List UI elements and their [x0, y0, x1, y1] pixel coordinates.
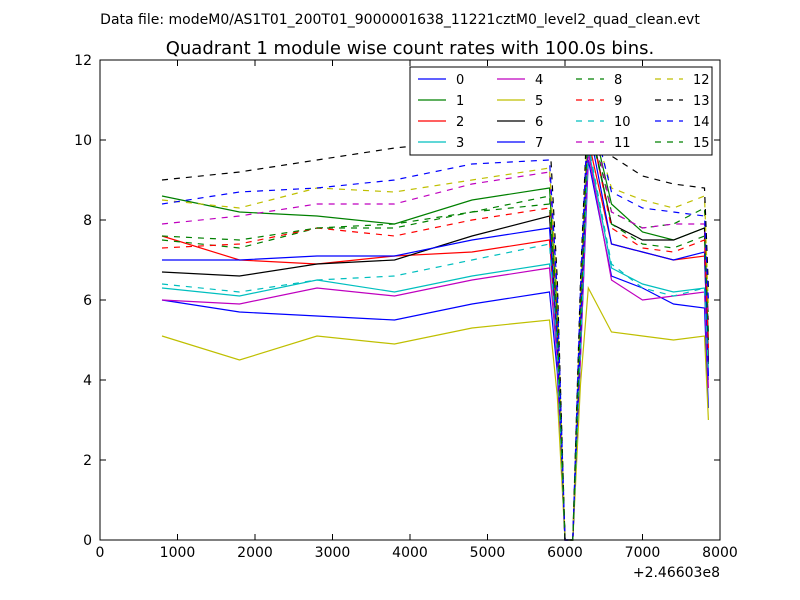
series-line-2 [161, 139, 709, 541]
series-layer [161, 87, 709, 541]
series-line-6 [161, 115, 709, 541]
y-tick-label: 2 [83, 453, 92, 469]
y-tick-label: 4 [83, 373, 92, 389]
x-tick-label: 8000 [702, 545, 738, 561]
x-tick-label: 5000 [470, 545, 506, 561]
series-line-3 [161, 147, 709, 541]
legend-label-6: 6 [535, 115, 543, 130]
legend-label-15: 15 [693, 136, 710, 151]
series-line-8 [161, 111, 709, 541]
chart-title: Quadrant 1 module wise count rates with … [166, 38, 655, 59]
x-tick-label: 7000 [625, 545, 661, 561]
axes-layer: 0 1000 2000 3000 4000 5000 6000 7000 80000246810… [74, 53, 738, 561]
y-tick-label: 0 [83, 533, 92, 549]
x-tick-label: 1000 [160, 545, 196, 561]
x-tick-label: 3000 [315, 545, 351, 561]
y-tick-label: 12 [74, 53, 92, 69]
legend-label-2: 2 [456, 115, 464, 130]
x-tick-label: 0 [96, 545, 105, 561]
legend-box [409, 66, 713, 156]
legend-label-4: 4 [535, 73, 543, 88]
series-line-12 [161, 107, 709, 541]
series-line-11 [161, 99, 709, 541]
series-line-14 [161, 99, 709, 541]
legend-label-3: 3 [456, 136, 464, 151]
legend-label-14: 14 [693, 115, 710, 130]
legend-label-13: 13 [693, 94, 710, 109]
legend-label-11: 11 [614, 136, 631, 151]
legend-label-9: 9 [614, 94, 622, 109]
legend-label-10: 10 [614, 115, 631, 130]
x-tick-label: 6000 [547, 545, 583, 561]
legend-label-12: 12 [693, 73, 710, 88]
legend-label-1: 1 [456, 94, 464, 109]
series-line-15 [161, 119, 709, 541]
series-line-13 [161, 87, 709, 541]
legend-label-5: 5 [535, 94, 543, 109]
x-tick-label: 2000 [237, 545, 273, 561]
x-tick-label: 4000 [392, 545, 428, 561]
x-offset-label: +2.46603e8 [633, 565, 720, 581]
series-line-7 [162, 123, 709, 541]
series-line-4 [161, 151, 709, 541]
legend-label-7: 7 [535, 136, 543, 151]
y-tick-label: 6 [83, 293, 92, 309]
y-tick-label: 10 [74, 133, 92, 149]
series-line-1 [161, 103, 709, 541]
legend-label-8: 8 [614, 73, 622, 88]
series-line-10 [161, 143, 709, 541]
y-tick-label: 8 [83, 213, 92, 229]
series-line-5 [161, 285, 709, 541]
series-line-9 [161, 115, 709, 541]
chart-suptitle: Data file: modeM0/AS1T01_200T01_90000016… [100, 12, 700, 28]
legend-label-0: 0 [456, 73, 464, 88]
